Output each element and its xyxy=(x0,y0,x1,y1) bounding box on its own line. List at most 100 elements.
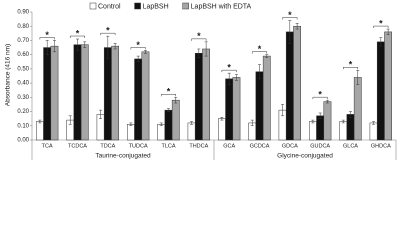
error-bar xyxy=(190,121,194,125)
error-bar xyxy=(265,54,269,58)
bar xyxy=(384,31,393,141)
bar xyxy=(164,109,173,141)
significance-bracket xyxy=(69,35,86,39)
error-bar xyxy=(99,109,103,119)
error-bar xyxy=(379,37,383,47)
error-bar xyxy=(386,28,390,36)
error-bar xyxy=(136,55,140,63)
significance-label: * xyxy=(258,44,262,54)
error-bar xyxy=(295,23,299,30)
bar xyxy=(134,58,143,141)
y-tick-label: 0.00 xyxy=(17,138,29,144)
bar xyxy=(369,122,378,141)
x-tick-label: TDCA xyxy=(100,143,115,149)
legend-swatch xyxy=(182,2,189,10)
bar xyxy=(316,115,325,141)
error-bar xyxy=(143,50,147,54)
bar xyxy=(194,52,203,141)
bar xyxy=(171,99,180,141)
x-tick-label: GDCA xyxy=(282,143,298,149)
x-tick-label: GCDCA xyxy=(250,143,270,149)
bar xyxy=(293,25,302,141)
x-tick-label: TCDCA xyxy=(68,143,87,149)
bar xyxy=(225,78,234,141)
y-axis-label: Absorbance (416 nm) xyxy=(5,44,12,107)
significance-bracket xyxy=(39,37,55,40)
significance-bracket xyxy=(100,32,116,36)
significance-bracket xyxy=(160,94,177,97)
bar xyxy=(103,47,112,141)
legend-swatch xyxy=(134,2,141,10)
y-tick-label: 0.30 xyxy=(17,95,29,101)
significance-label: * xyxy=(76,28,80,38)
significance-label: * xyxy=(349,60,353,70)
significance-bracket xyxy=(191,38,207,41)
x-tick-label: GCA xyxy=(223,143,235,149)
significance-label: * xyxy=(106,26,110,36)
error-bar xyxy=(311,119,315,124)
group-label: Glycine-conjugated xyxy=(277,153,333,160)
y-tick-label: 0.60 xyxy=(17,52,29,58)
bar xyxy=(157,124,166,141)
y-tick-label: 0.10 xyxy=(17,123,29,129)
bar xyxy=(43,47,52,141)
significance-label: * xyxy=(379,18,383,28)
x-tick-label: TCA xyxy=(42,143,53,149)
error-bar xyxy=(68,115,72,125)
bar xyxy=(80,44,89,141)
bar xyxy=(262,55,271,141)
significance-label: * xyxy=(227,63,231,73)
error-bar xyxy=(174,97,178,104)
legend-label: LapBSH xyxy=(143,3,169,10)
error-bar xyxy=(372,121,376,125)
y-tick-label: 0.40 xyxy=(17,81,29,87)
error-bar xyxy=(234,74,238,81)
error-bar xyxy=(258,64,261,80)
error-bar xyxy=(167,108,170,112)
error-bar xyxy=(83,41,87,48)
y-tick-label: 0.70 xyxy=(17,38,29,44)
error-bar xyxy=(129,122,133,127)
y-tick-label: 0.20 xyxy=(17,109,29,115)
error-bar xyxy=(45,40,49,55)
bar xyxy=(187,122,196,141)
error-bar xyxy=(204,41,208,57)
significance-label: * xyxy=(318,90,322,100)
bar xyxy=(141,51,150,141)
error-bar xyxy=(341,119,345,124)
x-tick-label: THDCA xyxy=(189,143,208,149)
legend-swatch xyxy=(89,2,97,10)
bar xyxy=(217,118,226,141)
bar xyxy=(73,44,82,141)
x-tick-label: TLCA xyxy=(161,143,175,149)
bar xyxy=(285,31,294,141)
error-bar xyxy=(281,104,285,117)
bar xyxy=(323,101,332,141)
significance-bracket xyxy=(282,17,298,20)
x-tick-label: GHDCA xyxy=(371,143,391,149)
error-bar xyxy=(220,116,224,121)
y-tick-label: 0.80 xyxy=(17,24,29,30)
bar xyxy=(50,45,59,141)
legend-label: Control xyxy=(98,3,121,10)
error-bar xyxy=(113,43,117,50)
significance-label: * xyxy=(45,30,49,40)
error-bar xyxy=(106,35,110,60)
significance-bracket xyxy=(373,25,389,29)
bar xyxy=(308,121,317,141)
chart: Absorbance (416 nm) 0.00 0.10 0.20 0.30 0.40… xyxy=(5,2,397,160)
bar xyxy=(376,41,385,141)
significance-label: * xyxy=(167,87,171,97)
bar xyxy=(35,121,44,141)
error-bar xyxy=(76,38,79,51)
significance-label: * xyxy=(288,10,292,20)
error-bar xyxy=(325,99,329,104)
error-bar xyxy=(197,48,201,58)
error-bar xyxy=(318,112,322,119)
significance-bracket xyxy=(312,96,328,100)
bar xyxy=(339,121,348,141)
bar xyxy=(255,71,264,141)
x-tick-label: GUDCA xyxy=(310,143,330,149)
group-label: Taurine-conjugated xyxy=(95,153,151,160)
significance-label: * xyxy=(197,31,201,41)
